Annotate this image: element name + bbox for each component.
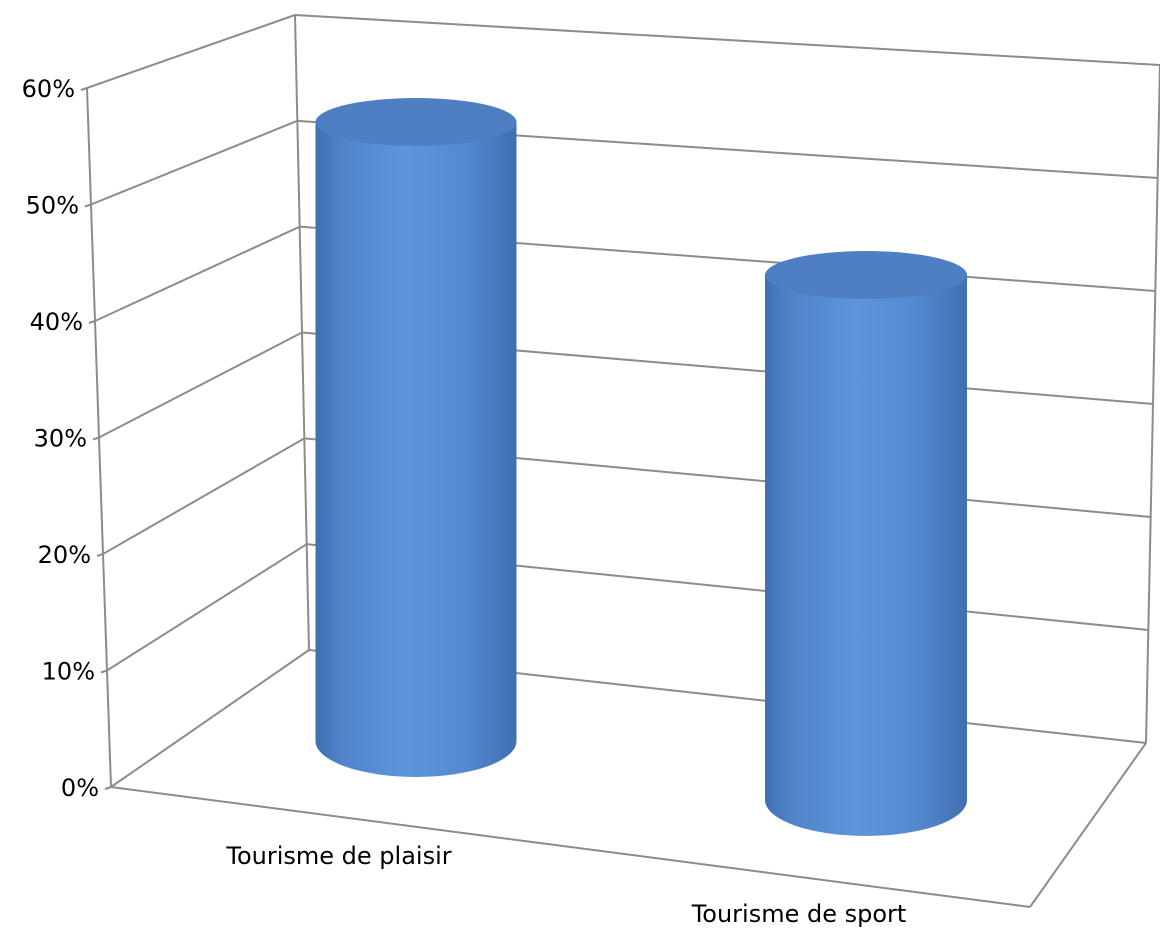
grid-lines xyxy=(80,14,1158,790)
y-tick-label-5: 50% xyxy=(26,192,79,220)
tick-mark-3 xyxy=(92,436,100,441)
y-axis-tick-labels: 0% 10% 20% 30% 40% 50% 60% xyxy=(22,75,99,802)
floor-right-edge xyxy=(1029,742,1147,908)
tick-mark-2 xyxy=(96,553,104,557)
floor-left-edge xyxy=(110,649,310,788)
gridline-side-6 xyxy=(86,14,296,89)
y-tick-label-6: 60% xyxy=(22,75,75,103)
tick-mark-0 xyxy=(104,786,112,790)
bar-1-top xyxy=(315,98,517,146)
floor-front-edge xyxy=(110,786,1031,908)
bar-2-top xyxy=(765,251,967,299)
bar-2 xyxy=(765,251,967,836)
category-labels: Tourisme de plaisir Tourisme de sport xyxy=(225,842,906,928)
tick-mark-4 xyxy=(88,320,96,324)
bar-1 xyxy=(315,98,517,777)
y-tick-label-1: 10% xyxy=(42,658,95,686)
category-label-1: Tourisme de plaisir xyxy=(225,842,451,870)
back-wall-top-edge xyxy=(294,14,1160,66)
y-tick-label-0: 0% xyxy=(61,774,99,802)
gridline-side-2 xyxy=(102,437,305,555)
bar-2-body xyxy=(765,275,967,836)
bars xyxy=(315,98,967,836)
tick-mark-6 xyxy=(80,87,88,91)
y-tick-label-4: 40% xyxy=(30,308,83,336)
gridline-side-1 xyxy=(106,543,308,672)
bar-1-body xyxy=(315,122,517,777)
tick-mark-1 xyxy=(100,669,108,674)
gridline-side-4 xyxy=(94,225,301,322)
y-tick-label-3: 30% xyxy=(34,425,87,453)
chart-frame xyxy=(86,14,1160,908)
gridline-side-3 xyxy=(98,331,303,439)
gridline-side-5 xyxy=(90,119,298,206)
tick-mark-5 xyxy=(84,203,92,208)
y-tick-label-2: 20% xyxy=(38,541,91,569)
category-label-2: Tourisme de sport xyxy=(691,900,907,928)
